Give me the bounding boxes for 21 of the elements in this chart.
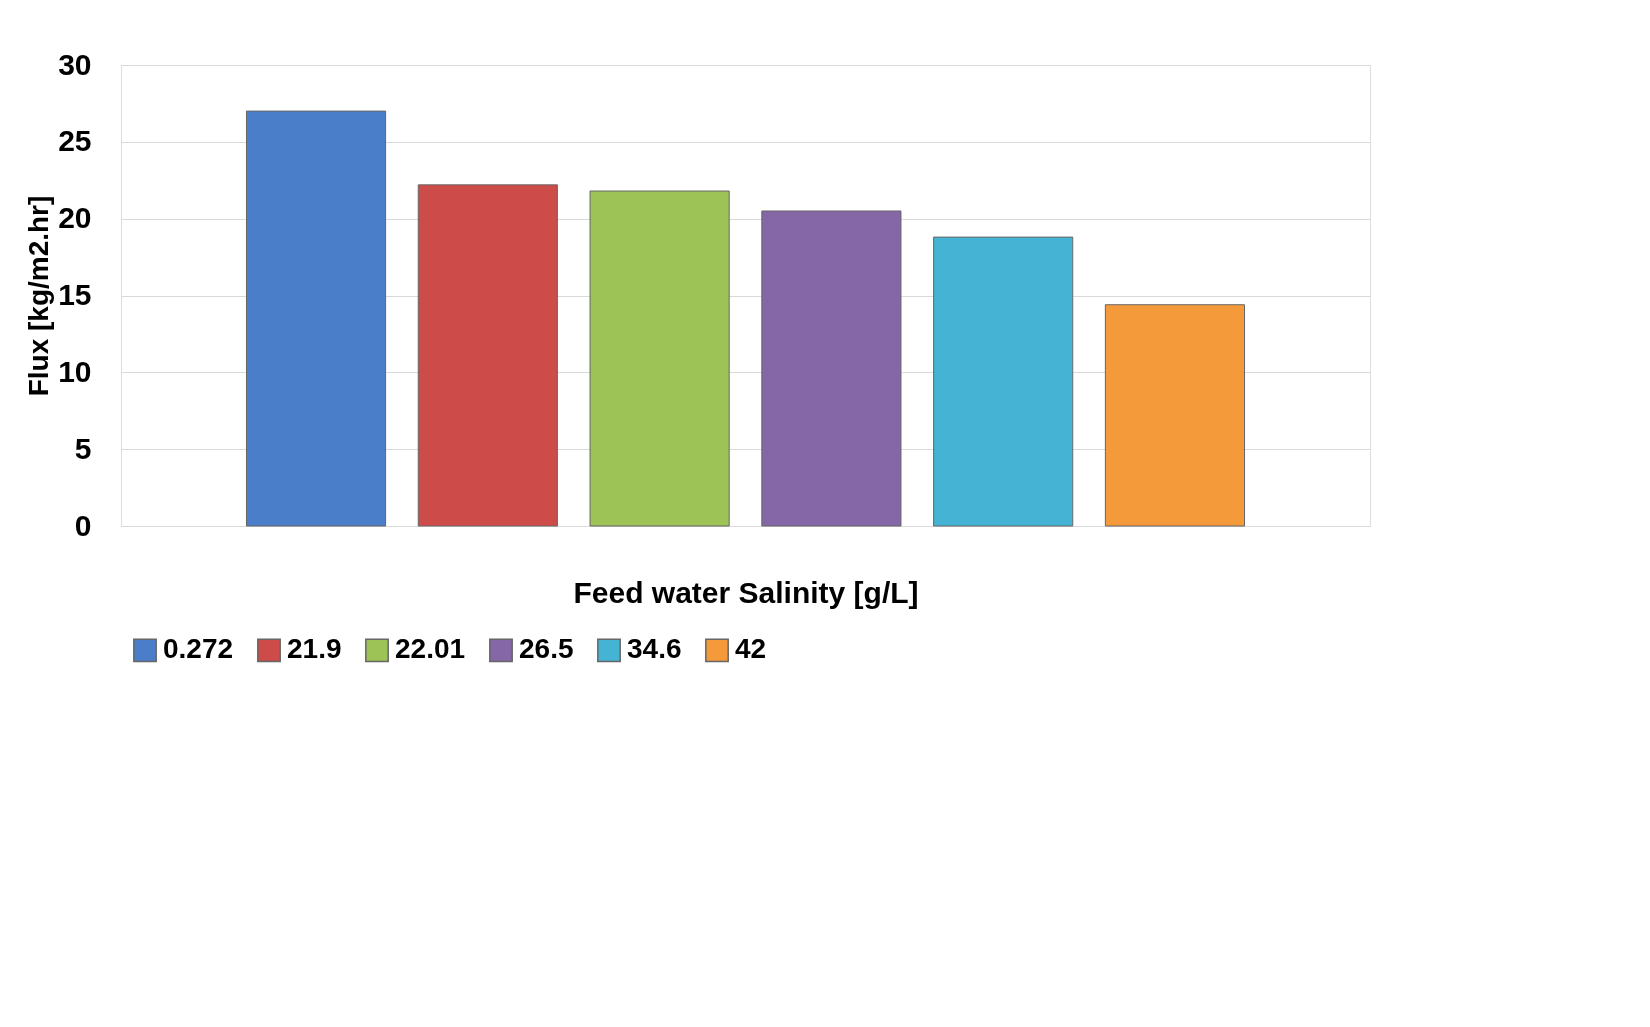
bar xyxy=(761,210,902,527)
bar xyxy=(933,236,1074,527)
legend-label: 34.6 xyxy=(627,633,682,665)
legend-label: 26.5 xyxy=(519,633,574,665)
y-tick-label: 0 xyxy=(74,508,92,542)
bar xyxy=(245,110,387,527)
legend-label: 42 xyxy=(735,633,767,665)
legend-label: 0.272 xyxy=(163,633,234,665)
y-tick-label: 15 xyxy=(58,278,92,311)
y-tick-label: 30 xyxy=(58,47,92,81)
y-axis-title: Flux [kg/m2.hr] xyxy=(23,195,55,397)
x-axis-title: Feed water Salinity [g/L] xyxy=(573,575,919,609)
legend-label: 21.9 xyxy=(287,633,342,665)
legend-label: 22.01 xyxy=(395,633,466,665)
y-tick-label: 20 xyxy=(58,201,92,235)
y-tick-label: 5 xyxy=(74,431,92,465)
bar xyxy=(1104,304,1246,527)
bar xyxy=(589,190,730,527)
y-tick-label: 25 xyxy=(58,124,92,158)
y-tick-label: 10 xyxy=(58,354,92,388)
bar xyxy=(417,184,558,527)
